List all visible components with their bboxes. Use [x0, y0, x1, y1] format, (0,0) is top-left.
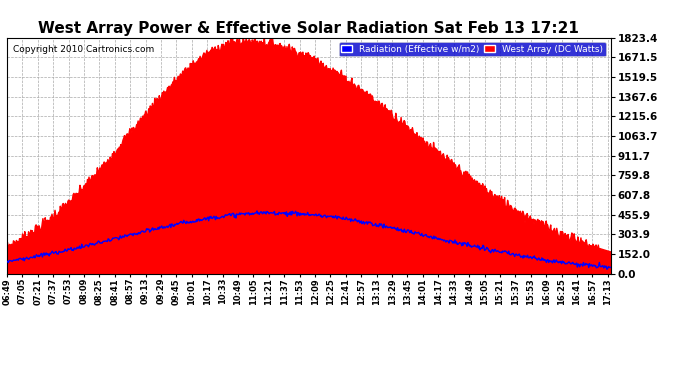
- Legend: Radiation (Effective w/m2), West Array (DC Watts): Radiation (Effective w/m2), West Array (…: [339, 42, 606, 56]
- Text: Copyright 2010 Cartronics.com: Copyright 2010 Cartronics.com: [13, 45, 154, 54]
- Title: West Array Power & Effective Solar Radiation Sat Feb 13 17:21: West Array Power & Effective Solar Radia…: [39, 21, 579, 36]
